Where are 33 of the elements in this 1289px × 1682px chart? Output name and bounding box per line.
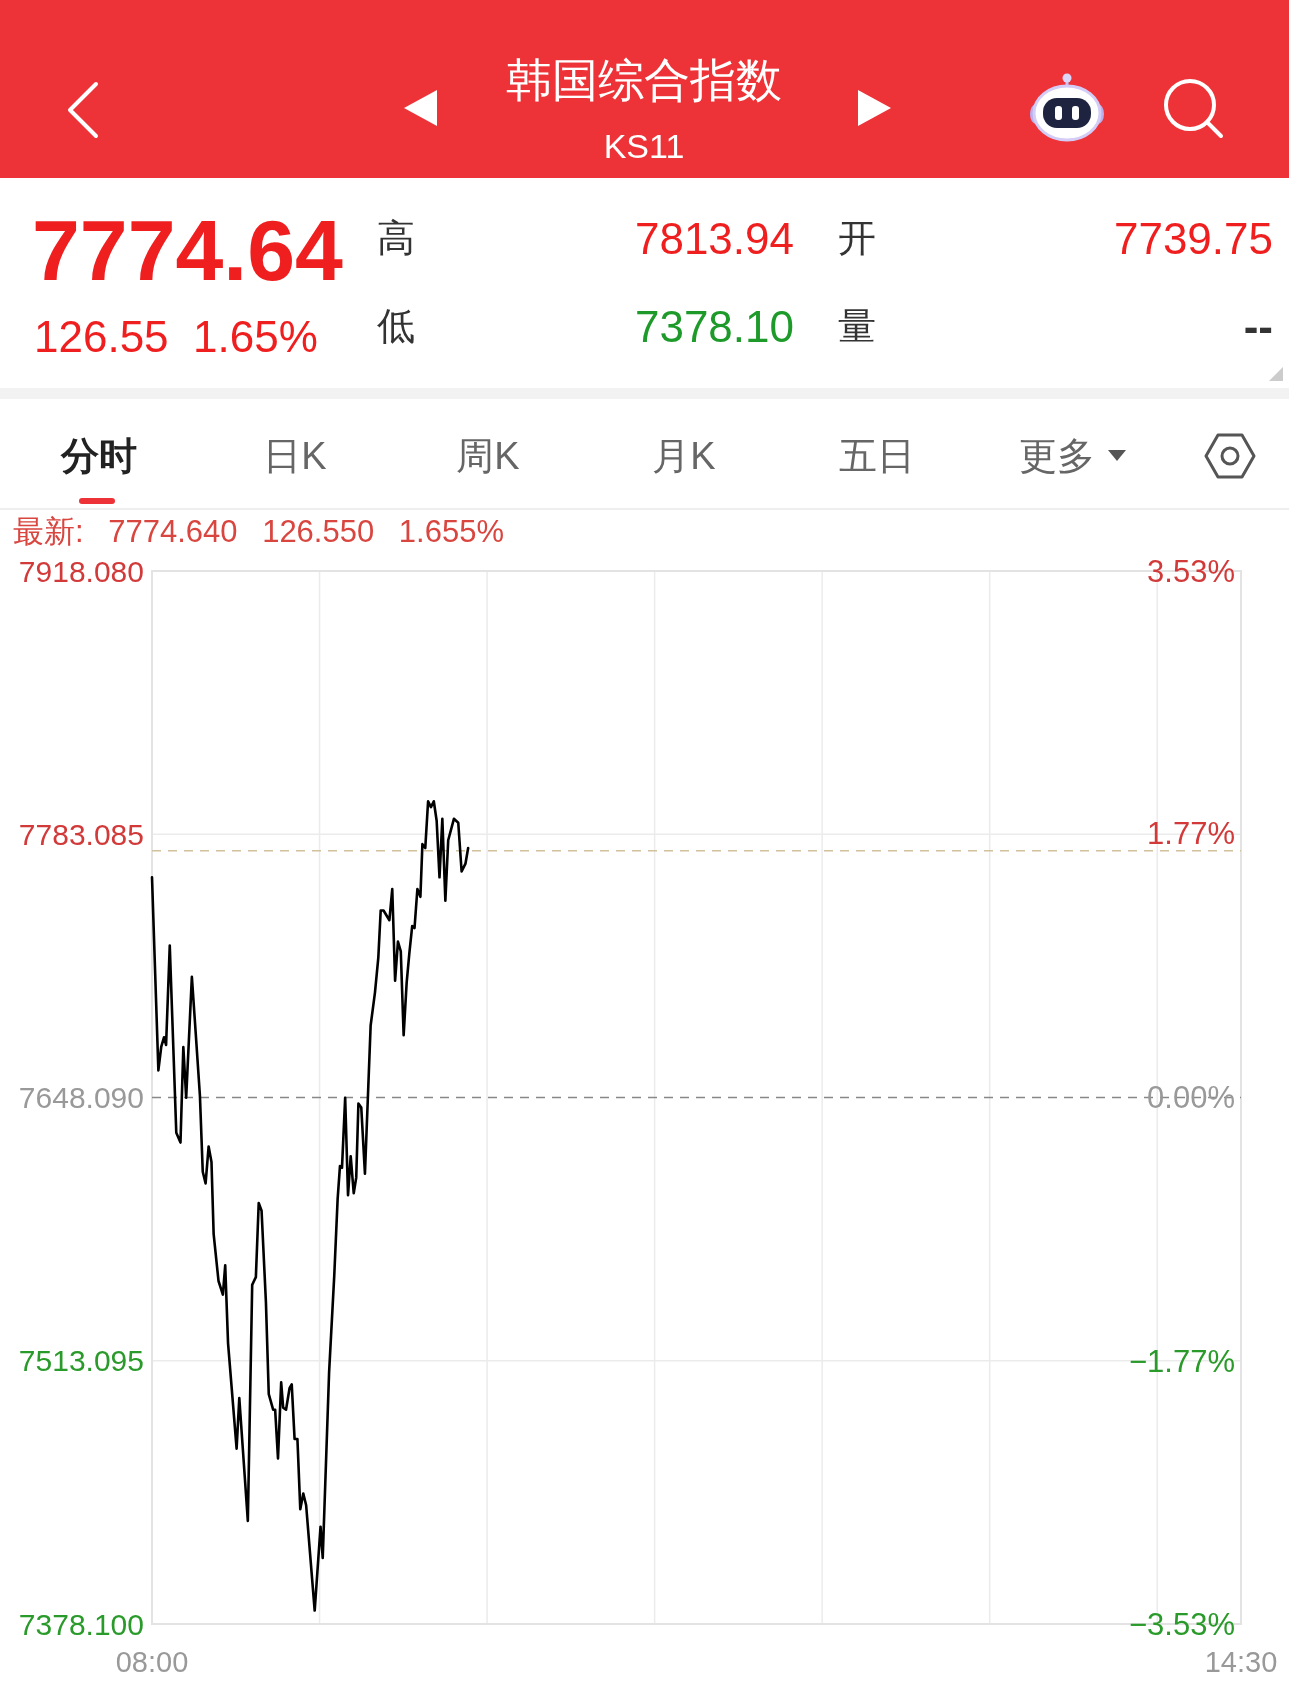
y2-tick-label: 0.00% <box>1147 1080 1235 1115</box>
text: -- <box>1243 301 1273 351</box>
text: 分时 <box>60 435 137 477</box>
text: 最新: 7774.640 126.550 1.655% <box>13 513 504 549</box>
x-tick-label: 14:30 <box>1204 1646 1278 1678</box>
y-tick-label: 7378.100 <box>18 1607 144 1641</box>
y-tick-label: 7918.080 <box>18 554 144 588</box>
y-tick-label: 7783.085 <box>18 817 144 851</box>
y2-tick-label: −3.53% <box>1128 1606 1235 1642</box>
y2-tick-label: 3.53% <box>1147 553 1235 589</box>
chart-subtitle: KS11 <box>603 127 685 165</box>
text: 7813.94 <box>634 213 794 263</box>
text: 126.55 <box>34 311 169 361</box>
text: 高 <box>377 217 415 259</box>
text: 7774.64 <box>32 202 344 298</box>
text: 7378.10 <box>634 301 794 351</box>
line-series <box>150 799 470 1612</box>
text: 开 <box>838 217 876 259</box>
text: 7739.75 <box>1113 213 1273 263</box>
text: 更多 <box>1019 435 1095 477</box>
x-tick-label: 08:00 <box>115 1646 189 1678</box>
text: 五日 <box>839 435 915 477</box>
y2-tick-label: 1.77% <box>1147 816 1235 851</box>
text: 低 <box>377 305 415 347</box>
y2-tick-label: −1.77% <box>1128 1344 1235 1379</box>
y-tick-label: 7513.095 <box>18 1344 144 1378</box>
text: 日K <box>263 435 327 477</box>
text: 周K <box>456 435 520 477</box>
text: 量 <box>838 305 876 347</box>
text: 1.65% <box>193 311 318 361</box>
chart-title: 韩国综合指数 <box>506 54 782 106</box>
text: 月K <box>652 435 716 477</box>
y-tick-label: 7648.090 <box>18 1081 144 1114</box>
